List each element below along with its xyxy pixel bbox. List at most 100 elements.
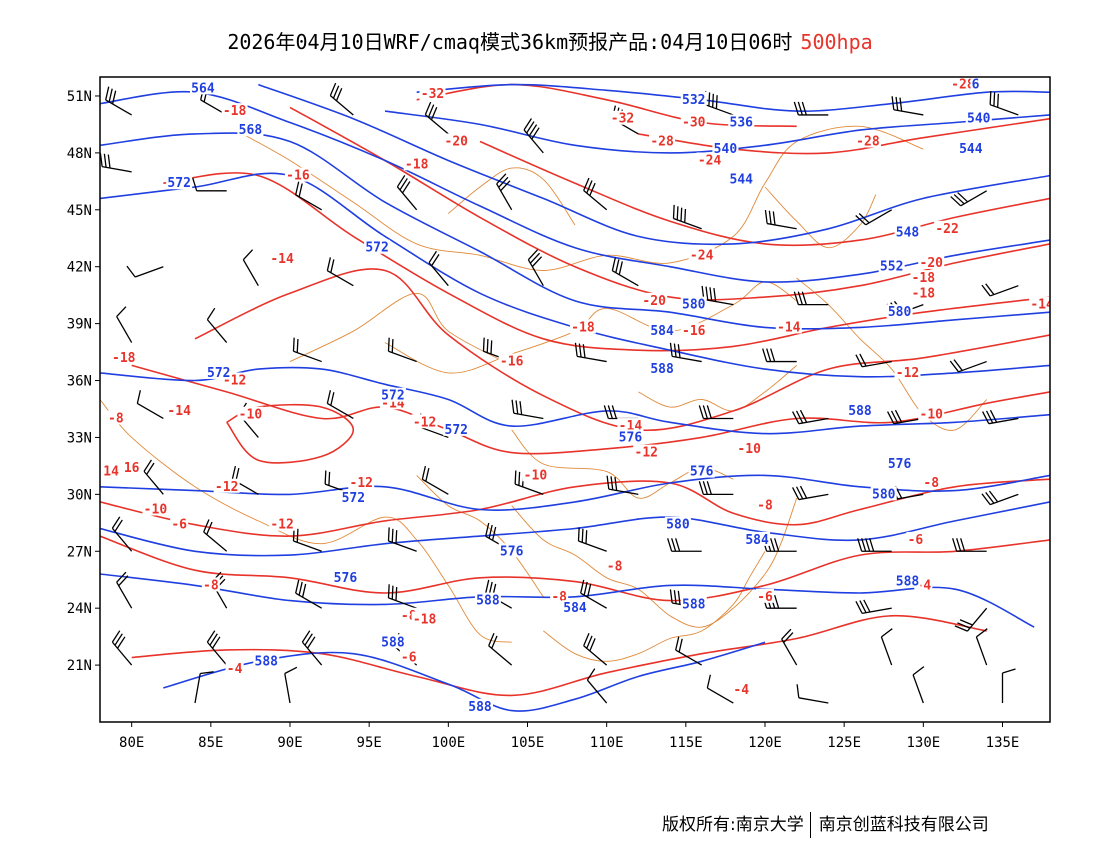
height-label: 588 xyxy=(468,700,492,715)
height-label: 584 xyxy=(650,324,674,339)
temperature-label: -28 xyxy=(650,135,674,150)
temperature-label-bg xyxy=(922,474,941,489)
temperature-label: -8 xyxy=(203,578,219,593)
height-label: 576 xyxy=(500,544,524,559)
wind-barb-icon xyxy=(855,209,892,226)
height-label: 580 xyxy=(682,298,706,313)
height-label-bg xyxy=(728,114,755,129)
temperature-label-bg xyxy=(225,660,244,675)
height-contour-560 xyxy=(100,132,1050,330)
temperature-label-bg xyxy=(411,414,438,429)
temperature-label-bg xyxy=(237,406,264,421)
wind-barb-icon xyxy=(527,249,544,287)
wind-barb-icon xyxy=(880,628,893,666)
height-contour-layer xyxy=(100,83,1050,712)
wind-barb-icon xyxy=(111,516,133,552)
wind-barb-icon xyxy=(511,399,544,420)
y-tick-label: 30N xyxy=(67,487,92,503)
boundary-layer xyxy=(100,125,988,662)
temperature-label-bg xyxy=(348,474,375,489)
y-tick-label: 45N xyxy=(67,203,92,219)
wind-barb-icon xyxy=(698,405,734,420)
wind-barb-icon xyxy=(387,584,417,609)
wind-barb-icon xyxy=(116,306,133,343)
wind-barb-icon xyxy=(580,579,607,609)
boundary-line xyxy=(796,277,988,431)
temperature-label: -12 xyxy=(896,366,919,381)
wind-barb-icon xyxy=(295,579,322,609)
height-label: 576 xyxy=(690,465,714,480)
temperature-label: -24 xyxy=(698,153,722,168)
wind-barb-icon xyxy=(672,204,702,230)
boundary-line xyxy=(416,475,544,598)
height-label-bg xyxy=(744,531,771,546)
wind-barb-icon xyxy=(192,177,227,192)
temperature-label-bg xyxy=(736,440,763,455)
y-tick-label: 21N xyxy=(67,658,92,674)
x-tick-label: 120E xyxy=(748,735,782,751)
height-label: 572 xyxy=(207,366,230,381)
height-label-bg xyxy=(340,490,367,505)
temperature-label: -32 xyxy=(421,87,444,102)
wind-barb-icon xyxy=(206,630,228,666)
boundary-line xyxy=(764,186,877,249)
temperature-label: -6 xyxy=(757,590,773,605)
temperature-label: -22 xyxy=(935,222,958,237)
temperature-label: -12 xyxy=(350,476,373,491)
temperature-label: -18 xyxy=(912,271,936,286)
wind-barb-icon xyxy=(669,342,702,363)
x-tick-label: 80E xyxy=(119,735,144,751)
wind-barb-icon xyxy=(611,257,639,287)
wind-barb-icon xyxy=(949,359,987,373)
temperature-contour--24 xyxy=(479,140,1050,247)
temperature-label-bg xyxy=(894,364,921,379)
wind-barb-icon xyxy=(1001,668,1016,704)
temperature-contour--8 xyxy=(100,478,1050,537)
temperature-label-bg xyxy=(550,588,569,603)
temperature-label: -10 xyxy=(239,408,263,423)
height-contour-584 xyxy=(100,573,1035,628)
height-label-bg xyxy=(443,421,470,436)
temperature-contour--4 xyxy=(131,614,987,697)
height-label-bg xyxy=(379,387,406,402)
temperature-label-bg xyxy=(569,319,596,334)
wind-barb-icon xyxy=(606,475,639,495)
height-label-bg xyxy=(649,361,676,376)
y-tick-label: 39N xyxy=(67,317,92,333)
temperature-label-bg xyxy=(221,103,248,118)
wind-barb-icon xyxy=(116,571,133,609)
height-label-bg xyxy=(364,239,391,254)
temperature-label-bg xyxy=(411,611,438,626)
temperature-label: -6 xyxy=(908,533,924,548)
wind-barb-icon xyxy=(706,674,734,704)
wind-barb-icon xyxy=(292,337,322,363)
height-label: 532 xyxy=(682,93,705,108)
x-tick-label: 95E xyxy=(357,735,382,751)
wind-barb-icon xyxy=(981,283,1019,297)
temperature-label: -8 xyxy=(923,476,939,491)
temperature-label: -16 xyxy=(286,169,310,184)
temperature-label: -14 xyxy=(777,320,801,335)
wind-barb-icon xyxy=(952,538,987,552)
temperature-label-bg xyxy=(605,558,624,573)
x-tick-label: 100E xyxy=(431,735,465,751)
temperature-label-bg xyxy=(170,516,189,531)
wind-barb-icon xyxy=(326,390,354,420)
temperature-label: -16 xyxy=(682,324,706,339)
temperature-label: -4 xyxy=(227,662,243,677)
height-label: 540 xyxy=(967,112,991,127)
wind-barb-icon xyxy=(295,181,322,211)
wind-barb-icon xyxy=(989,91,1019,116)
height-label: 588 xyxy=(476,594,500,609)
temperature-label-bg xyxy=(498,353,525,368)
height-label-bg xyxy=(688,463,715,478)
temperature-label: -20 xyxy=(445,135,469,150)
temperature-label-bg xyxy=(906,531,925,546)
height-label: 572 xyxy=(381,389,404,404)
height-label-bg xyxy=(712,141,739,156)
height-label-bg xyxy=(379,634,406,649)
temperature-contour--12 xyxy=(131,364,1050,455)
wind-barb-icon xyxy=(111,630,133,666)
footer-separator xyxy=(809,812,811,838)
height-label-bg xyxy=(965,110,992,125)
